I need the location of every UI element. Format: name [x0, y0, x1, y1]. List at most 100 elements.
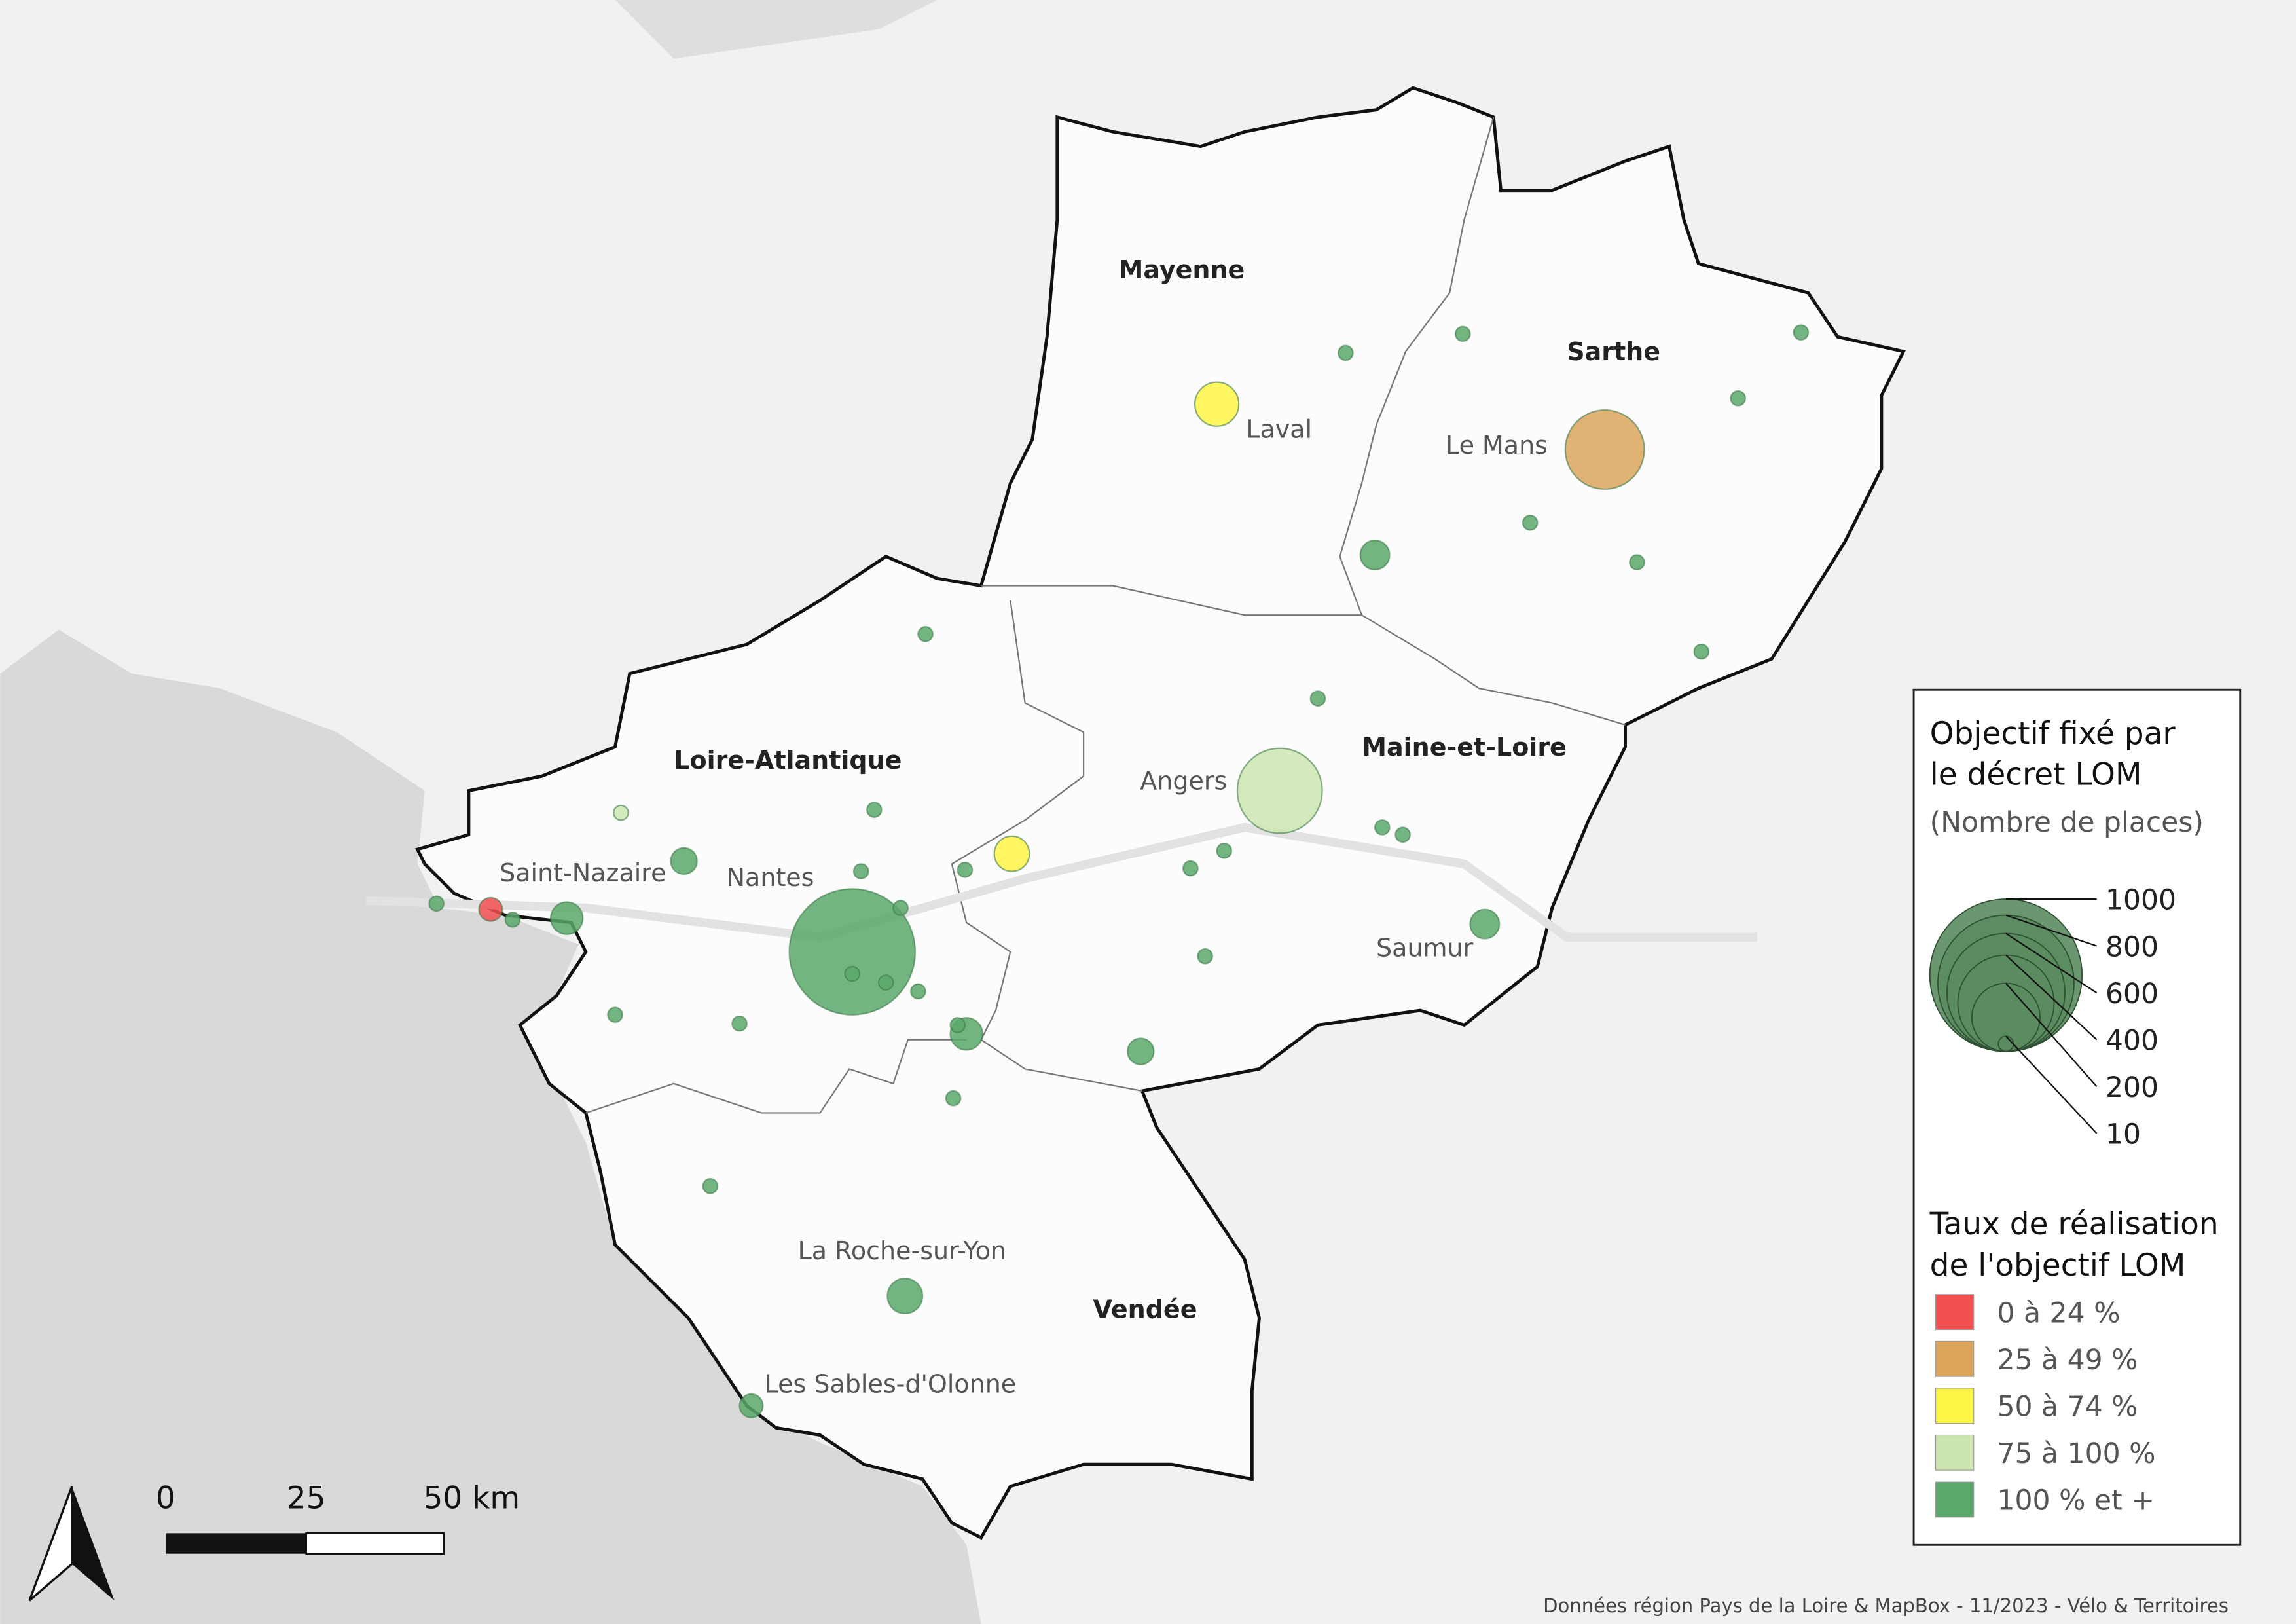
size-legend-leader: [2005, 954, 2098, 1041]
site-marker: [1693, 643, 1710, 660]
site-marker: [1522, 515, 1539, 531]
markers: [428, 324, 1810, 1418]
size-legend-label: 1000: [2105, 885, 2176, 917]
north-arrow: [28, 1486, 115, 1602]
sea: [0, 629, 981, 1624]
site-marker: [892, 900, 909, 916]
border: [981, 585, 1626, 726]
site-marker: [1629, 554, 1645, 571]
site-marker: [910, 983, 926, 1000]
scale-label: 0: [156, 1480, 175, 1516]
border: [1339, 117, 1495, 616]
site-marker: [957, 862, 974, 878]
site-marker: [738, 1393, 764, 1418]
site-marker: [844, 965, 861, 982]
color-swatch: [1935, 1294, 1975, 1331]
size-legend-leader: [2005, 914, 2097, 947]
color-swatch: [1935, 1434, 1975, 1471]
department-label: Loire-Atlantique: [674, 746, 902, 775]
scale-bar: 0 25 50 km: [156, 1480, 520, 1555]
site-marker: [1309, 690, 1326, 707]
city-label: Saumur: [1376, 933, 1474, 962]
site-marker: [702, 1178, 719, 1194]
site-marker: [877, 974, 894, 991]
site-marker: [613, 804, 629, 821]
site-marker: [1469, 908, 1501, 940]
site-marker: [670, 847, 698, 876]
site-marker: [607, 1006, 623, 1024]
site-marker: [1730, 390, 1747, 407]
size-legend-leader: [2005, 982, 2098, 1088]
city-label: La Roche-sur-Yon: [798, 1236, 1006, 1265]
border: [585, 1039, 967, 1114]
color-swatch: [1935, 1481, 1975, 1518]
legend: Objectif fixé par le décret LOM (Nombre d…: [1912, 688, 2242, 1546]
city-label: Laval: [1246, 415, 1312, 444]
north-arrow-left: [28, 1486, 73, 1602]
size-legend-leader: [2005, 932, 2098, 994]
color-legend-label: 75 à 100 %: [1997, 1438, 2156, 1470]
size-legend-label: 600: [2105, 978, 2159, 1010]
legend-subtitle: (Nombre de places): [1930, 807, 2204, 839]
north-arrow-right: [71, 1486, 115, 1601]
city-label: Le Mans: [1446, 431, 1548, 460]
site-marker: [478, 896, 503, 922]
region-outline: [415, 86, 1906, 1540]
color-swatch: [1935, 1388, 1975, 1424]
sea-north: [293, 0, 938, 59]
site-marker: [1793, 324, 1810, 341]
site-marker: [1197, 948, 1214, 965]
site-marker: [866, 802, 883, 818]
scale-label: 50 km: [424, 1480, 520, 1516]
department-label: Sarthe: [1567, 337, 1660, 366]
site-marker: [886, 1278, 924, 1315]
department-label: Maine-et-Loire: [1362, 733, 1567, 762]
city-label: Nantes: [727, 863, 814, 892]
size-legend-circle: [1997, 1035, 2014, 1052]
site-marker: [917, 625, 934, 642]
size-legend-label: 800: [2105, 931, 2159, 963]
site-marker: [852, 863, 869, 879]
site-marker: [1564, 409, 1645, 490]
site-marker: [1374, 819, 1391, 836]
site-marker: [1182, 860, 1199, 877]
city-label: Les Sables-d'Olonne: [765, 1370, 1017, 1399]
site-marker: [945, 1090, 962, 1107]
site-marker: [1236, 747, 1323, 834]
department-label: Vendée: [1093, 1295, 1197, 1324]
site-marker: [731, 1015, 748, 1032]
river: [366, 822, 1757, 942]
site-marker: [549, 901, 584, 935]
color-swatch: [1935, 1340, 1975, 1377]
city-label: Angers: [1140, 766, 1227, 795]
city-label: Saint-Nazaire: [500, 858, 666, 887]
color-legend-label: 100 % et +: [1997, 1485, 2155, 1517]
credits: Données région Pays de la Loire & MapBox…: [1543, 1595, 2229, 1617]
size-legend-label: 400: [2105, 1025, 2159, 1057]
site-marker: [993, 835, 1030, 872]
color-legend-label: 0 à 24 %: [1997, 1297, 2121, 1329]
site-marker: [1359, 540, 1391, 571]
department-labels: Mayenne Sarthe Loire-Atlantique Maine-et…: [674, 255, 1660, 1324]
site-marker: [1216, 842, 1233, 859]
size-legend-label: 200: [2105, 1072, 2159, 1104]
legend-title: Taux de réalisation de l'objectif LOM: [1929, 1206, 2219, 1283]
site-marker: [428, 895, 445, 912]
legend-title: Objectif fixé par le décret LOM: [1930, 716, 2176, 793]
site-marker: [1127, 1037, 1155, 1065]
color-legend-label: 25 à 49 %: [1997, 1344, 2138, 1376]
scale-segment: [165, 1533, 306, 1554]
site-marker: [1338, 344, 1354, 361]
site-marker: [1194, 381, 1240, 427]
site-marker: [504, 912, 521, 928]
size-legend-leader: [2005, 1035, 2098, 1134]
scale-segment: [305, 1532, 445, 1555]
color-legend-label: 50 à 74 %: [1997, 1391, 2138, 1423]
scale-label: 25: [287, 1480, 326, 1516]
site-marker: [1454, 325, 1471, 342]
city-labels: Laval Le Mans Angers Saint-Nazaire Nante…: [500, 415, 1548, 1399]
size-legend-label: 10: [2105, 1119, 2141, 1151]
site-marker: [1394, 826, 1411, 843]
department-label: Mayenne: [1119, 255, 1245, 284]
